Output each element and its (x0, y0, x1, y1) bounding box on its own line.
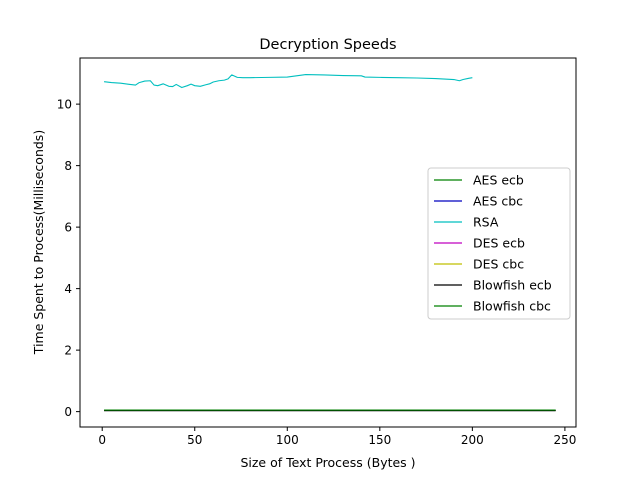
series-line-2 (103, 74, 473, 89)
series-lines (103, 74, 556, 412)
legend-label: RSA (473, 215, 499, 230)
legend-label: AES ecb (473, 173, 524, 188)
legend-label: DES cbc (473, 257, 524, 272)
axis-ticks: 0 50 100 150 200 250 0 2 4 6 8 10 (57, 98, 577, 447)
y-tick-label: 10 (57, 98, 72, 112)
x-axis-label: Size of Text Process (Bytes ) (240, 455, 415, 470)
x-tick-label: 50 (187, 433, 202, 447)
x-tick-label: 200 (461, 433, 484, 447)
y-tick-label: 6 (64, 221, 72, 235)
legend-label: Blowfish ecb (473, 278, 552, 293)
plot-frame (79, 57, 577, 428)
x-tick-label: 100 (276, 433, 299, 447)
y-tick-label: 8 (64, 159, 72, 173)
legend-label: Blowfish cbc (473, 299, 551, 314)
x-tick-label: 250 (553, 433, 576, 447)
y-tick-label: 0 (64, 405, 72, 419)
y-tick-label: 4 (64, 282, 72, 296)
legend-label: DES ecb (473, 236, 525, 251)
legend-box (427, 167, 571, 320)
legend-label: AES cbc (473, 194, 523, 209)
y-axis-label: Time Spent to Process(Milliseconds) (31, 130, 46, 355)
x-tick-label: 150 (368, 433, 391, 447)
x-tick-label: 0 (98, 433, 106, 447)
chart-title: Decryption Speeds (259, 37, 396, 53)
y-tick-label: 2 (64, 344, 72, 358)
legend: AES ecb AES cbc RSA DES ecb DES cbc Blowfish … (427, 167, 571, 320)
